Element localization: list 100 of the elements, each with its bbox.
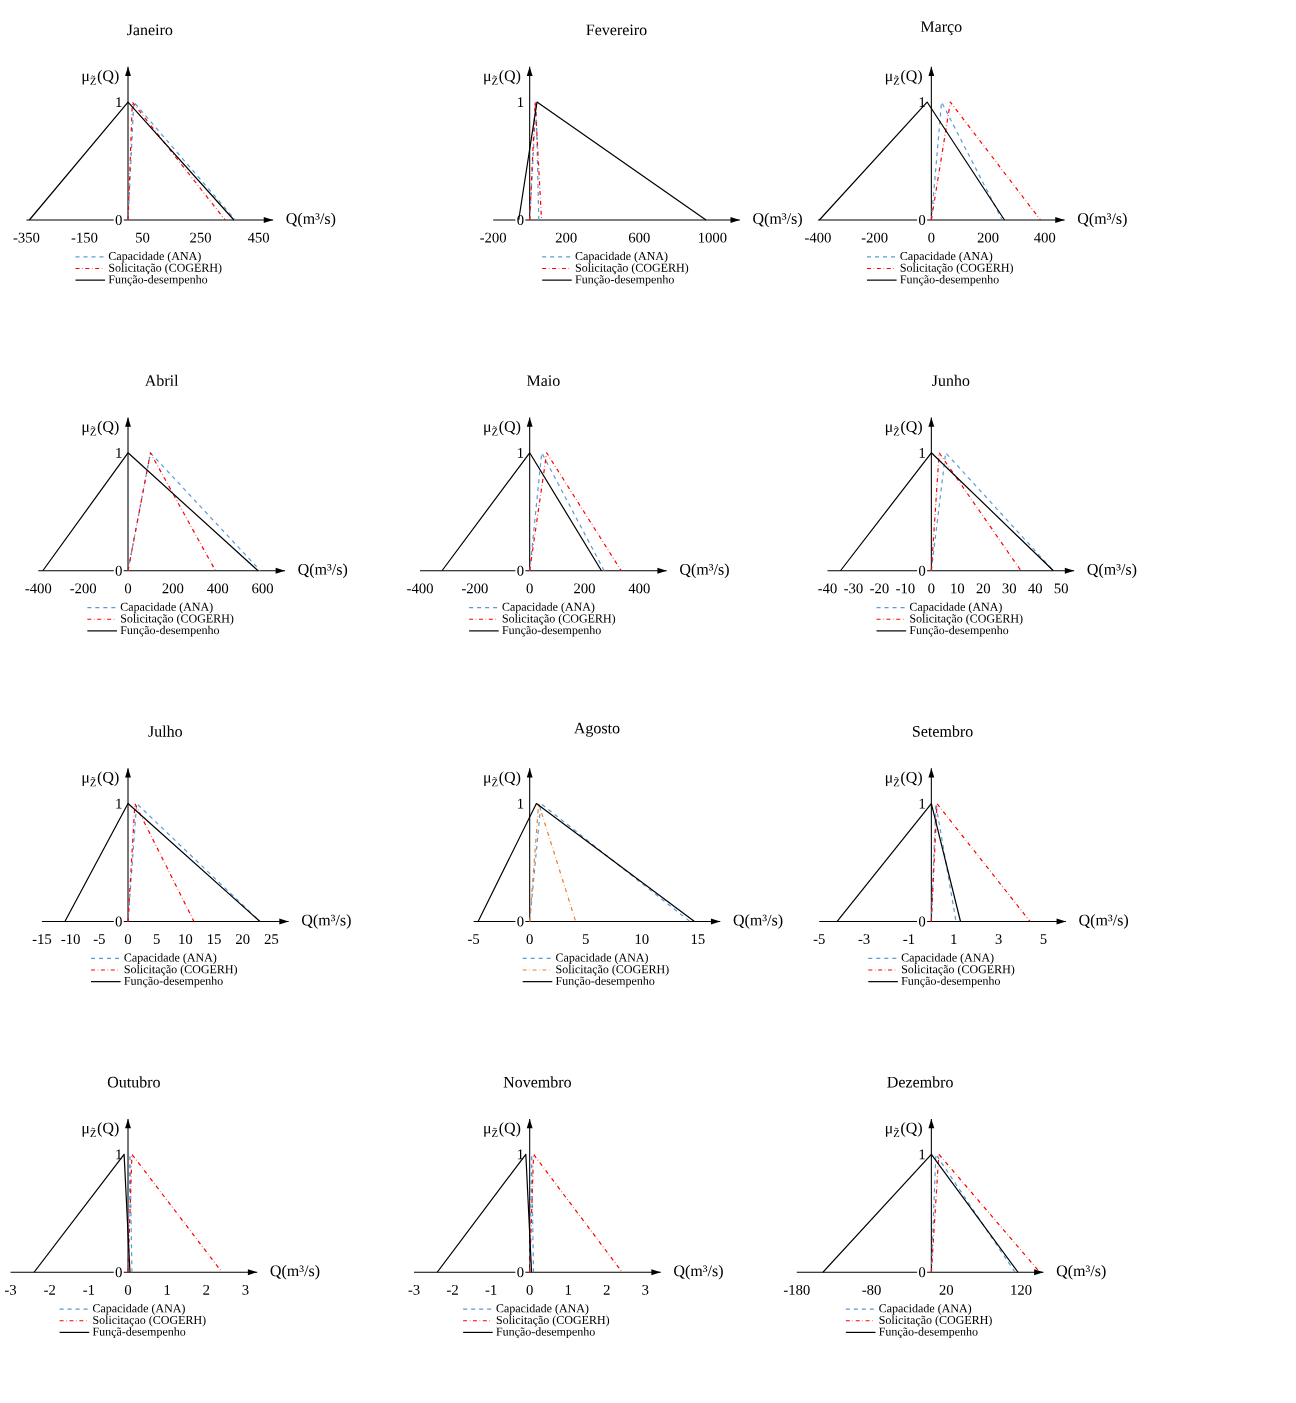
x-tick-label: -30 <box>844 583 863 594</box>
x-tick-label: 20 <box>976 583 991 594</box>
chart-title: Junho <box>932 374 970 387</box>
x-tick-label: 5 <box>1040 934 1047 944</box>
x-tick-label: -1 <box>83 1284 95 1295</box>
x-axis-title: Q(m³/s) <box>302 914 351 929</box>
chart-title: Dezembro <box>887 1076 953 1088</box>
y-tick-label: 1 <box>919 97 926 107</box>
chart-title: Março <box>921 21 962 36</box>
x-tick-label: 0 <box>526 1284 533 1295</box>
x-tick-label: -350 <box>13 232 40 243</box>
y-axis-title: μ$_{Z̃}$(Q) <box>82 420 119 436</box>
x-tick-label: 1 <box>566 1284 572 1295</box>
y-axis-title: μ$_{Z̃}$(Q) <box>484 420 521 436</box>
x-tick-label: 1000 <box>699 232 727 243</box>
legend-label: Função-desempenho <box>556 976 655 988</box>
x-tick-label: 0 <box>125 583 132 594</box>
x-tick-label: -10 <box>61 934 81 945</box>
legend-label: Solicitação (COGERH) <box>109 263 222 275</box>
legend-label: Solicitação (COGERH) <box>121 614 234 625</box>
x-tick-label: 25 <box>264 934 279 945</box>
x-axis-title: Q(m³/s) <box>1087 563 1137 578</box>
x-tick-label: 5 <box>154 934 160 944</box>
x-tick-label: 20 <box>236 934 250 945</box>
y-tick-label: 0 <box>115 1267 123 1278</box>
y-tick-label: 0 <box>919 916 926 927</box>
y-tick-label: 1 <box>919 447 926 458</box>
x-tick-label: -80 <box>862 1284 881 1295</box>
y-tick-label: 1 <box>518 447 524 458</box>
legend-label: Capacidade (ANA) <box>901 953 994 965</box>
legend-label: Solicitação (COGERH) <box>556 964 669 976</box>
legend-label: Capacidade (ANA) <box>556 953 649 965</box>
x-tick-label: 200 <box>574 583 596 594</box>
legend-label: Solicitaçao (COGERH) <box>93 1315 206 1327</box>
x-tick-label: 600 <box>629 232 650 243</box>
x-tick-label: -400 <box>407 583 434 594</box>
x-tick-label: 400 <box>207 583 229 594</box>
y-tick-label: 0 <box>115 215 123 225</box>
x-tick-label: -400 <box>805 232 831 243</box>
x-tick-label: 15 <box>208 934 221 945</box>
y-tick-label: 0 <box>517 215 524 225</box>
chart-title: Julho <box>148 725 183 737</box>
legend-label: Função-desempenho <box>575 274 675 286</box>
legend-label: Função-desempenho <box>502 625 601 637</box>
y-tick-label: 1 <box>116 97 122 107</box>
x-tick-label: -5 <box>468 934 480 944</box>
x-tick-label: -180 <box>784 1284 810 1295</box>
legend-label: Função-desempenho <box>909 625 1009 637</box>
chart-title: Maio <box>527 375 560 387</box>
y-axis-title: μ$_{Z̃}$(Q) <box>82 69 119 85</box>
y-tick-label: 0 <box>115 916 123 927</box>
x-tick-label: -1 <box>485 1284 497 1295</box>
y-tick-label: 1 <box>518 97 524 107</box>
x-tick-label: -1 <box>903 934 915 944</box>
x-tick-label: 0 <box>526 583 533 594</box>
x-tick-label: -5 <box>93 934 106 944</box>
x-tick-label: 200 <box>162 583 184 594</box>
x-tick-label: 1 <box>164 1284 171 1295</box>
legend-label: Capacidade (ANA) <box>124 953 217 965</box>
y-tick-label: 0 <box>517 1267 524 1278</box>
x-tick-label: 40 <box>1028 583 1043 594</box>
legend-label: Função-desempenho <box>901 976 1001 988</box>
x-axis-title: Q(m³/s) <box>1078 212 1127 228</box>
legend-label: Capacidade (ANA) <box>496 1303 589 1315</box>
x-tick-label: -3 <box>5 1284 17 1295</box>
x-tick-label: 10 <box>635 934 649 945</box>
x-tick-label: 50 <box>136 232 150 243</box>
y-axis-title: μ$_{Z̃}$(Q) <box>886 1122 923 1138</box>
x-tick-label: 600 <box>252 583 274 594</box>
legend-label: Função-desempenho <box>108 274 208 286</box>
x-tick-label: 30 <box>1002 583 1017 594</box>
x-tick-label: 1 <box>951 934 957 944</box>
x-tick-label: 20 <box>939 1284 954 1295</box>
y-axis-title: μ$_{Z̃}$(Q) <box>82 771 119 787</box>
x-tick-label: 2 <box>603 1284 610 1295</box>
legend-label: Função-desempenho <box>879 1327 978 1339</box>
x-tick-label: -3 <box>408 1284 420 1295</box>
legend-label: Solicitação (COGERH) <box>900 263 1014 275</box>
chart-title: Novembro <box>503 1076 572 1088</box>
chart-title: Setembro <box>913 725 973 737</box>
x-tick-label: -150 <box>71 232 98 243</box>
x-tick-label: 3 <box>242 1284 249 1295</box>
y-tick-label: 0 <box>919 215 926 225</box>
y-tick-label: 0 <box>919 1267 926 1278</box>
legend-label: Função-desempenho <box>124 976 223 988</box>
x-tick-label: -40 <box>818 583 837 594</box>
x-tick-label: 3 <box>995 934 1002 945</box>
x-axis-title: Q(m³/s) <box>674 1264 724 1280</box>
y-tick-label: 0 <box>115 565 123 576</box>
legend-label: Função-desempenho <box>496 1327 595 1339</box>
x-tick-label: 0 <box>928 232 935 243</box>
legend-label: Solicitação (COGERH) <box>910 614 1023 625</box>
x-tick-label: 10 <box>179 934 193 945</box>
y-axis-title: μ$_{Z̃}$(Q) <box>886 771 923 787</box>
y-tick-label: 1 <box>518 798 524 809</box>
legend-label: Função-desempenho <box>120 625 220 637</box>
x-tick-label: 450 <box>248 232 270 243</box>
x-tick-label: 400 <box>628 583 650 594</box>
x-tick-label: -2 <box>44 1284 56 1295</box>
y-tick-label: 1 <box>919 798 926 809</box>
